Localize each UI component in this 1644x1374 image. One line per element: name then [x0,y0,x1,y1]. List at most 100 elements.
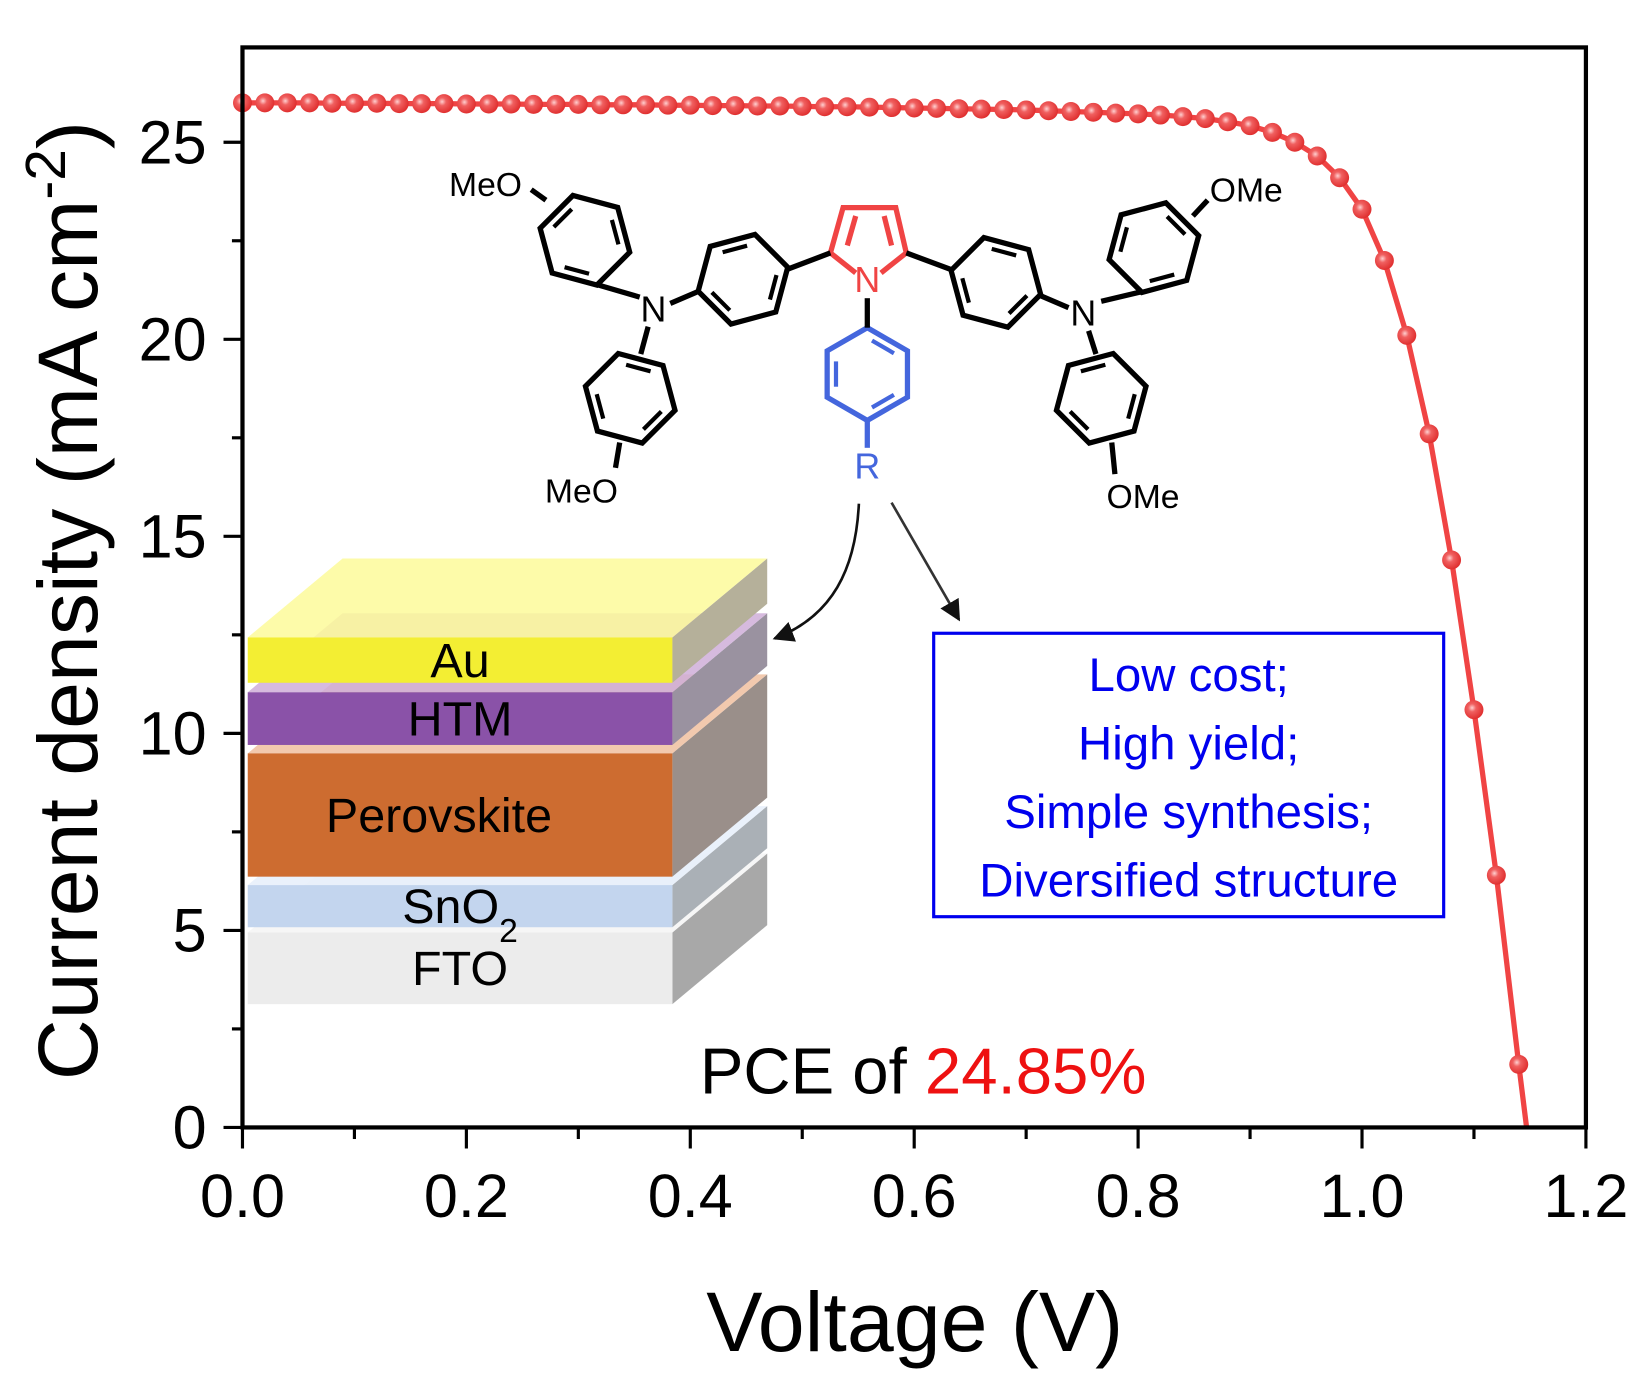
molecule-labels: MeO MeO OMe OMe N N N R [449,166,1283,516]
bond [612,442,623,469]
data-point [971,99,991,119]
double-bond [1068,409,1090,431]
data-point [322,93,342,113]
pce-prefix: PCE of [700,1035,925,1108]
double-bond [991,246,1017,258]
bond [595,281,641,300]
data-point [1352,199,1372,219]
data-point [1397,325,1417,345]
bond [1109,442,1118,475]
meo-bottom-left-label: MeO [545,473,618,511]
features-list: Low cost; High yield; Simple synthesis; … [979,649,1398,907]
double-bond [552,207,574,229]
pyrrole-ring [827,204,910,275]
layer-label: FTO [412,942,508,996]
n-right-label: N [1070,294,1096,334]
y-tick-label: 0 [173,1094,207,1162]
x-tick-label: 0.8 [1096,1162,1181,1230]
arrow-to-htm [772,503,861,642]
layer-label: Au [430,634,489,688]
data-point [725,96,745,116]
layer-htm [247,692,673,745]
layer-label: Perovskite [326,789,552,843]
y-axis-label: Current density (mA cm-2) [14,121,115,1080]
double-bond [1080,362,1106,374]
bond [844,215,859,247]
x-tick-label: 0.4 [648,1162,733,1230]
layer-perovskite [247,753,673,877]
layer-label: HTM [408,692,513,746]
data-point [344,93,364,113]
data-point [837,97,857,117]
data-point [1195,109,1215,129]
upper-right-phenyl-ring [1106,199,1202,296]
feature-high-yield: High yield; [1078,718,1299,771]
bond [669,288,701,306]
x-tick-label: 1.2 [1543,1162,1628,1230]
data-point [412,94,432,114]
x-axis-label: Voltage (V) [706,1275,1123,1369]
feature-low-cost: Low cost; [1089,649,1289,702]
data-point [546,94,566,114]
bond [529,187,548,203]
data-point [703,96,723,116]
double-bond [710,290,732,312]
double-bond [722,243,748,255]
plot-frame [240,45,1589,1130]
data-point [1374,250,1394,270]
n-phenyl-ring [824,324,911,424]
bond [638,325,651,355]
data-point [1218,112,1238,132]
double-bond [594,393,606,420]
double-bond [1007,294,1029,315]
data-point [1262,122,1282,142]
r-group-label: R [854,446,880,486]
y-tick-label: 20 [139,305,207,373]
data-point [747,96,767,116]
double-bond [870,338,895,356]
ome-bottom-right-label: OMe [1106,478,1179,516]
data-point [479,94,499,114]
axis-ticks: 0.0 0.2 0.4 0.6 0.8 1.0 1.2 0 5 10 15 20 25 [139,108,1629,1230]
data-point [792,96,812,116]
data-point [1106,103,1126,123]
bond [1100,289,1142,304]
data-point [1128,104,1148,124]
lower-left-phenyl-ring [582,350,678,447]
data-point [591,95,611,115]
data-point [1442,550,1462,570]
bond [905,250,953,273]
data-point [1240,116,1260,136]
layer-fto [247,932,673,1005]
double-bond [564,265,590,276]
data-point [1173,107,1193,127]
data-point [300,93,320,113]
data-point [658,95,678,115]
data-point [501,94,521,114]
data-point [456,94,476,114]
pce-value: 24.85% [925,1035,1147,1108]
layer-side [672,613,768,745]
bond [785,250,832,273]
x-tick-label: 0.0 [200,1162,285,1230]
data-point [1061,102,1081,121]
double-bond [609,219,621,245]
feature-diversified-structure: Diversified structure [979,855,1398,908]
x-tick-label: 0.6 [872,1162,957,1230]
data-point [815,97,835,117]
n-pyrrole-label: N [854,260,880,300]
double-bond [1165,215,1187,236]
data-point [680,95,700,115]
data-point [859,97,879,117]
double-bond [1118,226,1129,253]
double-bond [1149,272,1175,284]
data-point [904,98,924,118]
ome-top-right-label: OMe [1210,171,1283,209]
data-point [389,94,409,114]
bond [1038,292,1070,311]
bond [1086,330,1099,355]
molecule-structure [529,187,1210,475]
layer-top [247,558,768,638]
y-tick-label: 5 [173,896,207,964]
